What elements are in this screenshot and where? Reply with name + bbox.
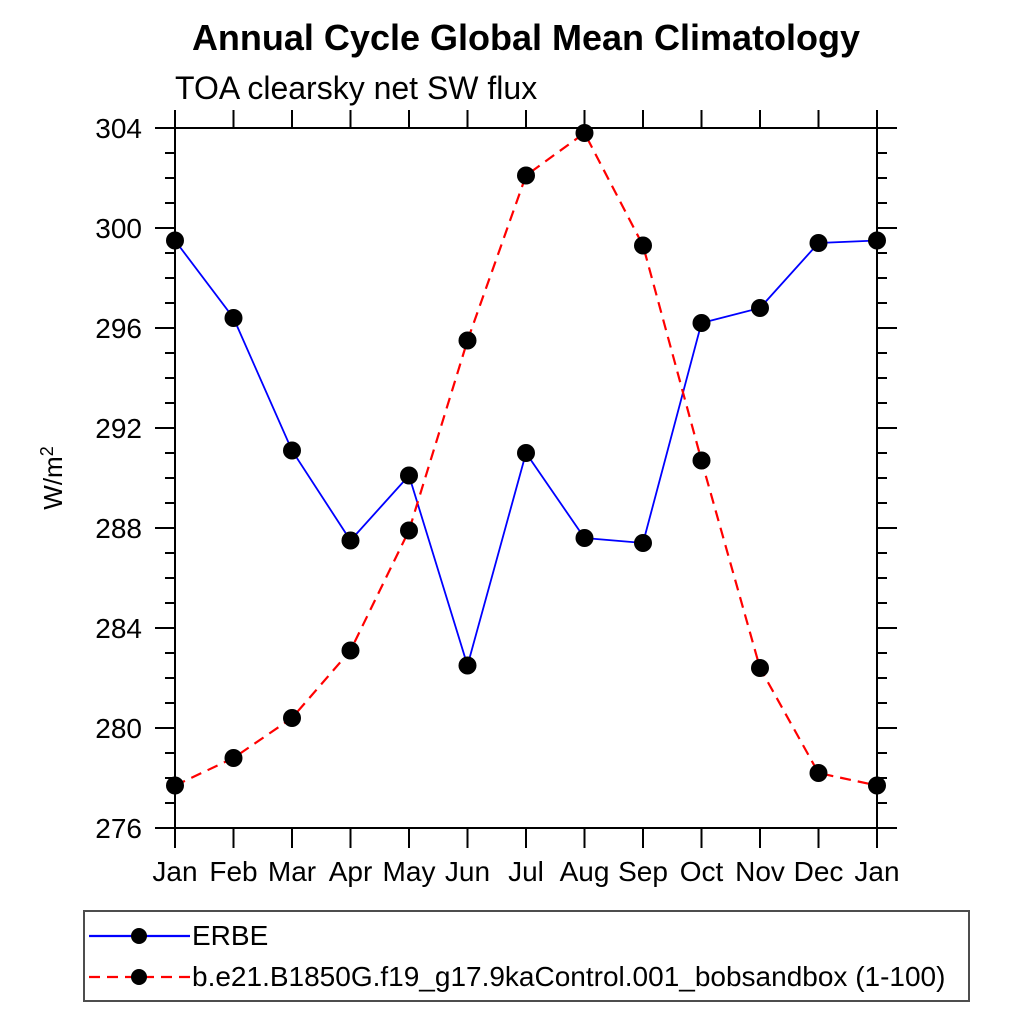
y-tick-label: 288 [95, 513, 142, 544]
data-point [868, 776, 886, 795]
x-tick-label: May [383, 856, 436, 887]
data-point [517, 444, 535, 462]
y-tick-label: 280 [95, 713, 142, 744]
legend-label-erbe: ERBE [192, 919, 269, 951]
legend-item-model: b.e21.B1850G.f19_g17.9kaControl.001_bobs… [85, 956, 968, 997]
x-tick-label: Mar [268, 856, 316, 887]
plot-area: 276 280 284 288 292 296 300 304 Jan Feb Mar Apr May J… [37, 110, 900, 887]
legend-line-sample-erbe [89, 927, 190, 944]
plot-frame [174, 127, 878, 829]
legend-sample-marker [131, 968, 147, 985]
x-tick-label: Sep [618, 856, 668, 887]
x-tick-label: Jan [152, 856, 197, 887]
data-point [575, 124, 594, 142]
data-point [224, 749, 243, 767]
data-point [283, 709, 301, 727]
data-point [809, 764, 828, 782]
data-point [751, 659, 769, 677]
data-point [868, 231, 886, 250]
data-point [692, 451, 711, 470]
x-tick-label: Dec [794, 856, 844, 887]
x-tick-label: Jan [854, 856, 899, 887]
data-point [166, 776, 184, 795]
y-axis-label: W/m2 [37, 446, 68, 509]
y-tick-label: 304 [95, 113, 142, 144]
chart-subtitle: TOA clearsky net SW flux [175, 70, 538, 106]
data-point [517, 166, 535, 185]
data-point [400, 521, 418, 540]
data-point [166, 231, 184, 250]
data-point [224, 309, 243, 327]
data-point [341, 531, 360, 550]
legend-line-sample-model [89, 968, 190, 985]
data-point [458, 656, 477, 675]
data-point [634, 236, 652, 255]
legend-sample-marker [131, 927, 147, 944]
x-tick-label: Feb [209, 856, 257, 887]
data-point [692, 314, 711, 332]
data-point [634, 534, 652, 552]
data-point [458, 331, 477, 350]
y-tick-label: 276 [95, 813, 142, 844]
data-point [575, 529, 594, 547]
y-tick-label: 292 [95, 413, 142, 444]
legend-label-model: b.e21.B1850G.f19_g17.9kaControl.001_bobs… [192, 960, 946, 992]
chart-title: Annual Cycle Global Mean Climatology [191, 17, 861, 58]
x-tick-label: Jul [508, 856, 544, 887]
x-tick-label: Apr [329, 856, 373, 887]
data-point [751, 299, 769, 317]
x-tick-label: Oct [680, 856, 724, 887]
x-tick-label: Nov [735, 856, 785, 887]
data-point [400, 466, 418, 485]
y-tick-label: 300 [95, 213, 142, 244]
x-tick-label: Jun [445, 856, 490, 887]
legend-item-erbe: ERBE [85, 915, 968, 956]
data-point [809, 234, 828, 252]
data-point [283, 441, 301, 460]
y-tick-label: 284 [95, 613, 142, 644]
y-tick-label: 296 [95, 313, 142, 344]
data-point [341, 641, 360, 660]
x-tick-label: Aug [560, 856, 610, 887]
legend-box: ERBE b.e21.B1850G.f19_g17.9kaControl.001… [83, 910, 970, 1002]
